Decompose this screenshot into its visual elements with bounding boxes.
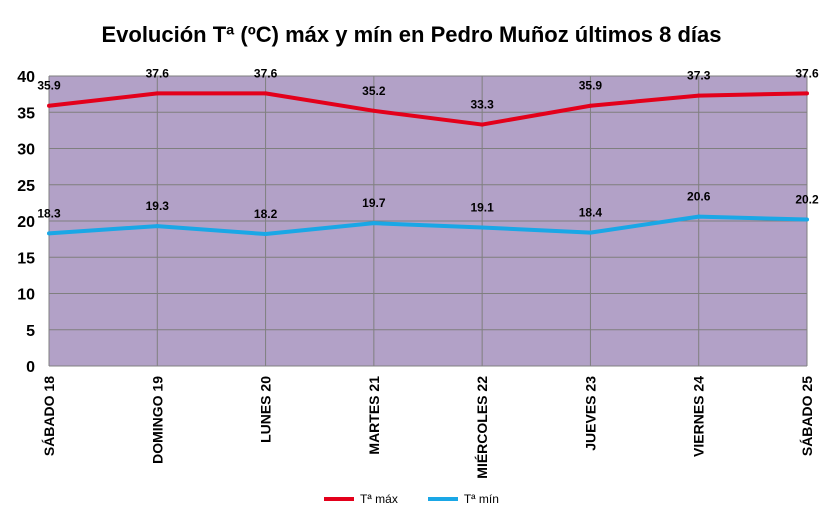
y-tick-label: 40 (17, 69, 35, 86)
y-tick-label: 20 (17, 214, 35, 231)
series-line-1 (48, 214, 808, 237)
data-label-0: 33.3 (470, 98, 494, 112)
chart-title: Evolución Tª (ºC) máx y mín en Pedro Muñ… (101, 22, 722, 47)
data-label-1: 18.2 (254, 207, 278, 221)
data-point-0 (805, 91, 809, 96)
data-label-1: 20.6 (687, 190, 711, 204)
y-tick-label: 25 (17, 178, 35, 195)
data-point-1 (47, 231, 51, 236)
data-point-1 (696, 214, 701, 219)
legend-swatch-min (427, 497, 458, 501)
x-tick-label: MIÉRCOLES 22 (474, 376, 490, 479)
y-tick-label: 30 (17, 142, 35, 159)
legend: Tª máx Tª mín (0, 492, 823, 506)
data-point-0 (47, 103, 51, 108)
legend-label-max: Tª máx (360, 492, 398, 506)
x-tick-label: VIERNES 24 (691, 376, 707, 457)
data-label-0: 37.3 (687, 69, 711, 83)
data-label-1: 19.3 (146, 199, 170, 213)
data-label-1: 18.4 (579, 206, 603, 220)
y-tick-label: 0 (26, 359, 35, 376)
legend-item-min: Tª mín (427, 492, 499, 506)
data-label-1: 19.7 (362, 196, 386, 210)
data-label-0: 37.6 (146, 66, 170, 80)
data-label-0: 35.9 (579, 79, 603, 93)
data-point-1 (155, 224, 160, 229)
data-point-0 (480, 122, 485, 127)
x-tick-label: JUEVES 23 (582, 376, 598, 451)
data-label-0: 37.6 (795, 66, 819, 80)
data-point-0 (696, 93, 701, 98)
data-label-0: 35.9 (37, 79, 61, 93)
x-tick-label: SÁBADO 18 (41, 376, 57, 456)
legend-item-max: Tª máx (324, 492, 398, 506)
data-label-0: 37.6 (254, 66, 278, 80)
y-tick-label: 15 (17, 250, 35, 267)
x-tick-label: MARTES 21 (366, 376, 382, 455)
legend-swatch-max (324, 497, 355, 501)
y-tick-label: 35 (17, 105, 35, 122)
data-label-1: 19.1 (470, 201, 494, 215)
x-tick-label: SÁBADO 25 (799, 376, 815, 456)
data-label-1: 18.3 (37, 206, 61, 220)
series-line-0 (48, 91, 808, 127)
y-tick-label: 10 (17, 287, 35, 304)
data-point-1 (588, 230, 593, 235)
data-point-1 (480, 225, 485, 230)
x-tick-label: DOMINGO 19 (149, 376, 165, 464)
data-point-1 (263, 232, 268, 237)
data-point-1 (371, 221, 376, 226)
legend-label-min: Tª mín (463, 492, 499, 506)
data-point-0 (371, 108, 376, 113)
data-point-1 (805, 217, 809, 222)
x-tick-label: LUNES 20 (258, 376, 274, 443)
data-point-0 (263, 91, 268, 96)
y-tick-label: 5 (26, 323, 35, 340)
data-label-0: 35.2 (362, 84, 386, 98)
data-point-0 (588, 103, 593, 108)
data-point-0 (155, 91, 160, 96)
data-label-1: 20.2 (795, 193, 819, 207)
